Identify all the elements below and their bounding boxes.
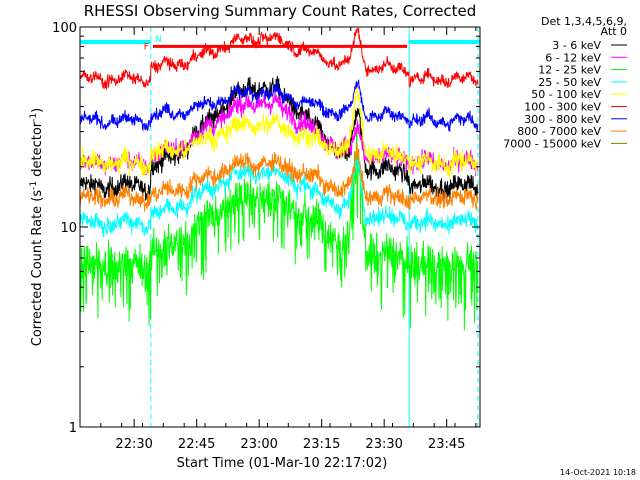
legend-label: 50 - 100 keV xyxy=(531,88,601,101)
axis-ticks: 100 10 1 22:30 22:45 23:00 23:15 23:30 23:45 xyxy=(52,21,480,452)
legend-header: Att 0 xyxy=(601,25,627,38)
y-axis-label: Corrected Count Rate (s-1 detector-1) xyxy=(29,108,45,346)
legend-header: Det 1,3,4,5,6,9, xyxy=(541,15,627,28)
legend-label: 6 - 12 keV xyxy=(545,51,601,64)
x-tick-label: 22:30 xyxy=(115,437,152,452)
chart-title: RHESSI Observing Summary Count Rates, Co… xyxy=(84,2,477,20)
x-axis-label: Start Time (01-Mar-10 22:17:02) xyxy=(177,456,388,471)
x-tick-label: 23:30 xyxy=(365,437,402,452)
timestamp: 14-Oct-2021 10:18 xyxy=(560,468,636,477)
y-tick-label: 10 xyxy=(60,221,77,236)
flare-flag-bar xyxy=(152,44,408,48)
legend-label: 300 - 800 keV xyxy=(524,113,601,126)
plot-area: NF xyxy=(79,27,480,427)
y-tick-label: 1 xyxy=(69,421,77,436)
legend-label: 800 - 7000 keV xyxy=(517,125,601,138)
series-line xyxy=(79,86,479,179)
series-line xyxy=(79,79,479,132)
legend-label: 12 - 25 keV xyxy=(538,64,601,77)
x-tick-label: 23:00 xyxy=(240,437,277,452)
legend-label: 7000 - 15000 keV xyxy=(503,137,601,150)
series-line xyxy=(79,142,479,212)
y-tick-label: 100 xyxy=(52,21,77,36)
x-tick-label: 23:15 xyxy=(303,437,340,452)
night-bar xyxy=(409,40,480,44)
series-line xyxy=(79,132,479,331)
night-bar xyxy=(80,40,151,44)
flare-flag-label: F xyxy=(144,42,149,52)
series-line xyxy=(79,27,479,90)
legend-label: 100 - 300 keV xyxy=(524,101,601,114)
series-line xyxy=(79,159,479,238)
night-label: N xyxy=(155,35,162,45)
x-tick-label: 23:45 xyxy=(428,437,465,452)
legend-label: 25 - 50 keV xyxy=(538,76,601,89)
legend-label: 3 - 6 keV xyxy=(552,39,601,52)
x-tick-label: 22:45 xyxy=(178,437,215,452)
